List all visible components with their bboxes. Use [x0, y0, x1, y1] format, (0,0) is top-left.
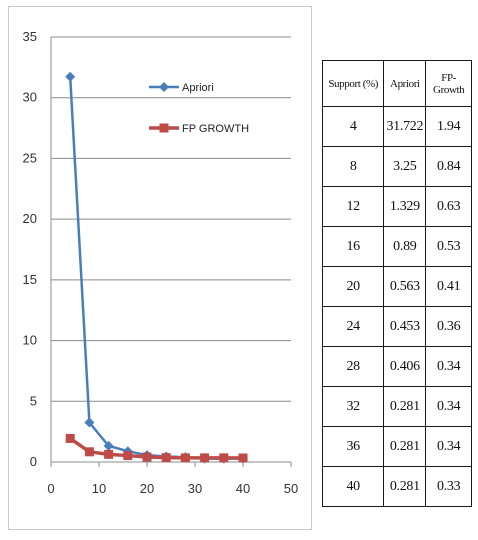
table-row: 16 0.89 0.53 [321, 226, 472, 267]
table-cell: 0.34 [425, 426, 472, 467]
table-cell: 24 [321, 306, 385, 347]
table-cell: 0.406 [383, 346, 427, 387]
legend-label: FP GROWTH [182, 123, 249, 135]
x-tick-label: 10 [92, 481, 106, 496]
table-cell: 32 [321, 386, 385, 427]
data-point [238, 453, 248, 463]
table-row: 20 0.563 0.41 [321, 266, 472, 307]
x-tick-label: 20 [140, 481, 154, 496]
table-cell: 0.63 [425, 186, 472, 227]
data-point [161, 453, 171, 463]
table-header-row: Support (%) Apriori FP-Growth [321, 60, 472, 107]
table-cell: 12 [321, 186, 385, 227]
table-cell: 1.94 [425, 106, 472, 147]
series-line-fp-growth [69, 437, 244, 460]
legend-marker [159, 123, 169, 133]
x-tick-label: 50 [284, 481, 298, 496]
table-cell: 0.41 [425, 266, 472, 307]
data-point [65, 433, 75, 443]
table-row: 4 31.722 1.94 [321, 106, 472, 147]
table-cell: 36 [321, 426, 385, 467]
data-point [200, 453, 210, 463]
y-tick-label: 20 [23, 211, 37, 226]
table-cell: 4 [321, 106, 385, 147]
table-cell: 0.89 [383, 226, 427, 267]
table-cell: 0.563 [383, 266, 427, 307]
data-point [180, 453, 190, 463]
y-tick-label: 5 [30, 393, 37, 408]
table-cell: 28 [321, 346, 385, 387]
legend-marker [159, 82, 169, 92]
table-cell: 0.281 [383, 426, 427, 467]
table-row: 28 0.406 0.34 [321, 346, 472, 387]
data-point [104, 449, 114, 459]
y-tick-label: 30 [23, 90, 37, 105]
table-cell: 0.453 [383, 306, 427, 347]
y-tick-label: 15 [23, 272, 37, 287]
data-point [65, 71, 76, 82]
x-tick-label: 40 [236, 481, 250, 496]
table-row: 36 0.281 0.34 [321, 426, 472, 467]
table-cell: 0.281 [383, 466, 427, 507]
data-point [84, 447, 94, 457]
table-row: 8 3.25 0.84 [321, 146, 472, 187]
table-cell: 1.329 [383, 186, 427, 227]
data-point [142, 452, 152, 462]
x-tick-label: 30 [188, 481, 202, 496]
table-row: 24 0.453 0.36 [321, 306, 472, 347]
header-apriori: Apriori [383, 60, 427, 107]
table-cell: 0.33 [425, 466, 472, 507]
table-row: 12 1.329 0.63 [321, 186, 472, 227]
data-point [219, 453, 229, 463]
table-cell: 0.34 [425, 386, 472, 427]
y-tick-label: 25 [23, 150, 37, 165]
table-row: 40 0.281 0.33 [321, 466, 472, 507]
results-table: Support (%) Apriori FP-Growth 4 31.722 1.9… [321, 60, 472, 507]
chart-panel: 0 5 10 15 20 25 30 35 0 10 20 30 40 50 Apriori FP GROWT… [8, 6, 312, 530]
table-cell: 16 [321, 226, 385, 267]
data-point [84, 417, 95, 428]
table-cell: 20 [321, 266, 385, 307]
header-fp-growth: FP-Growth [425, 60, 472, 107]
legend-label: Apriori [182, 82, 214, 94]
line-chart: 0 5 10 15 20 25 30 35 0 10 20 30 40 50 Apriori FP GROWT… [23, 29, 299, 496]
table-cell: 0.84 [425, 146, 472, 187]
table-row: 32 0.281 0.34 [321, 386, 472, 427]
table-cell: 0.34 [425, 346, 472, 387]
table-cell: 40 [321, 466, 385, 507]
data-point [123, 451, 133, 461]
table-cell: 0.36 [425, 306, 472, 347]
header-support: Support (%) [321, 60, 385, 107]
y-tick-label: 10 [23, 333, 37, 348]
results-table-wrap: Support (%) Apriori FP-Growth 4 31.722 1.9… [321, 60, 472, 507]
table-cell: 3.25 [383, 146, 427, 187]
x-tick-label: 0 [47, 481, 54, 496]
data-point [103, 440, 114, 451]
table-cell: 31.722 [383, 106, 427, 147]
table-cell: 8 [321, 146, 385, 187]
y-tick-label: 35 [23, 29, 37, 44]
table-cell: 0.53 [425, 226, 472, 267]
y-tick-label: 0 [30, 454, 37, 469]
table-cell: 0.281 [383, 386, 427, 427]
